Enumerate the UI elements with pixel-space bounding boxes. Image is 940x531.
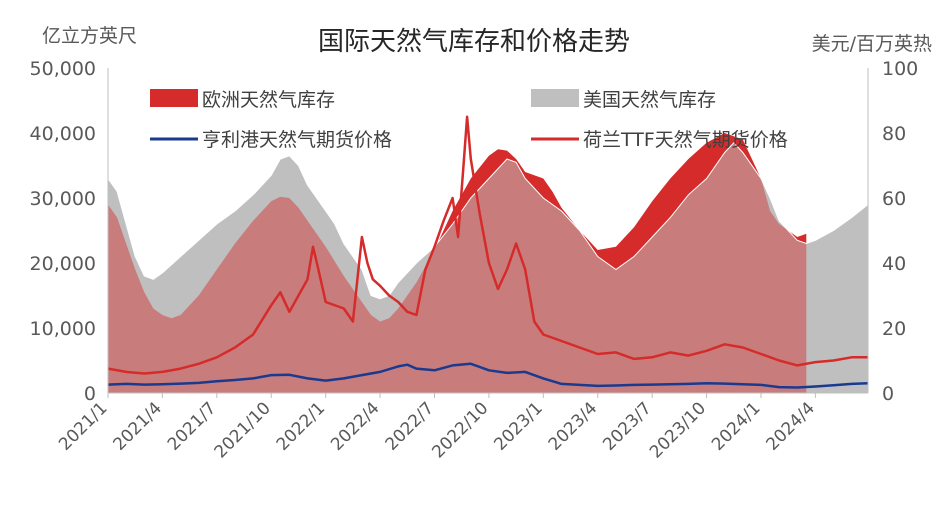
x-tick-label: 2023/10 [646,398,710,462]
legend-eu-inventory: 欧洲天然气库存 [150,89,335,111]
x-tick-label: 2023/1 [490,398,546,454]
right-tick-label: 80 [882,123,906,145]
legend-ttf-price-label: 荷兰TTF天然气期货价格 [583,129,788,151]
line-ttf-price [107,115,868,375]
left-tick-label: 50,000 [30,58,96,80]
left-tick-label: 10,000 [30,318,96,340]
legend-us-inventory-swatch [531,89,579,107]
legend-us-inventory: 美国天然气库存 [531,89,716,111]
legend-ttf-price: 荷兰TTF天然气期货价格 [531,129,788,151]
x-tick-label: 2022/4 [327,398,383,454]
legend-us-inventory-label: 美国天然气库存 [583,89,716,111]
chart-title: 国际天然气库存和价格走势 [318,27,630,57]
right-tick-label: 40 [882,253,906,275]
right-tick-label: 60 [882,188,906,210]
line-henry-hub-price [107,362,869,389]
legend-eu-inventory-label: 欧洲天然气库存 [202,89,335,111]
x-tick-label: 2021/10 [211,398,275,462]
right-tick-label: 100 [882,58,918,80]
x-tick-label: 2022/1 [273,398,329,454]
legend-henry-hub-price-label: 亨利港天然气期货价格 [202,129,392,151]
left-tick-label: 20,000 [30,253,96,275]
plot-area [107,115,869,394]
left-tick-label: 40,000 [30,123,96,145]
left-tick-label: 30,000 [30,188,96,210]
legend-eu-inventory-swatch [150,89,198,107]
area-overlay-us-inventory [107,142,869,394]
x-tick-label: 2021/4 [110,398,166,454]
right-tick-label: 0 [882,383,894,405]
x-tick-label: 2024/4 [762,398,818,454]
left-axis-unit: 亿立方英尺 [42,25,137,47]
legend-henry-hub-price: 亨利港天然气期货价格 [150,129,392,151]
x-tick-label: 2024/1 [708,398,764,454]
x-tick-label: 2023/4 [545,398,601,454]
x-tick-label: 2022/10 [428,398,492,462]
left-tick-label: 0 [84,383,96,405]
right-axis-unit: 美元/百万英热 [812,33,932,55]
right-tick-label: 20 [882,318,906,340]
x-tick-label: 2021/1 [55,398,111,454]
